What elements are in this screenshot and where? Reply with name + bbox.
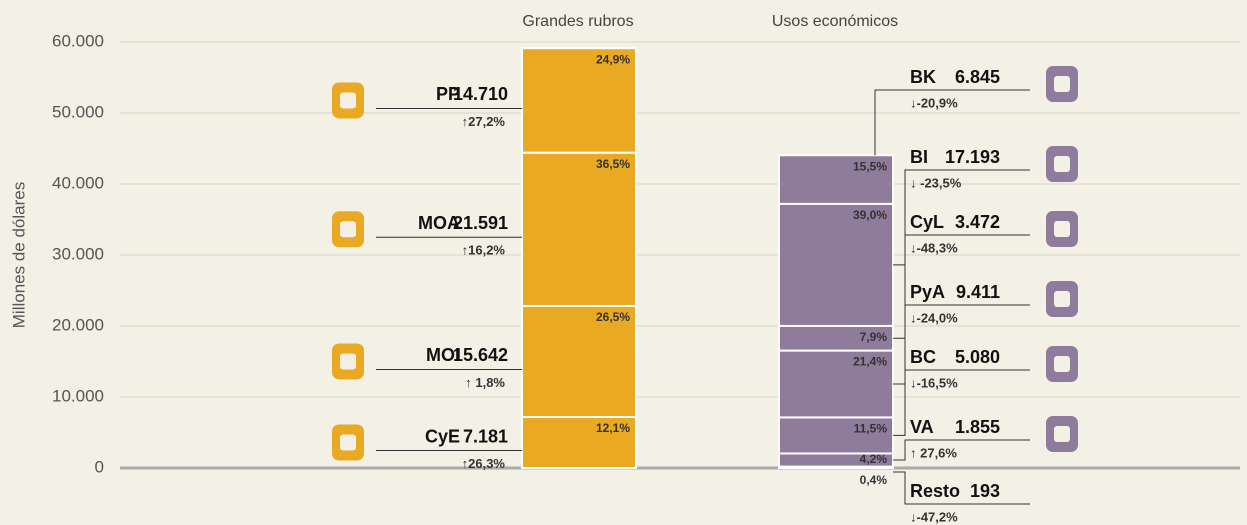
share-label: 26,5% <box>596 310 630 324</box>
icon <box>340 434 356 451</box>
leader <box>874 89 1030 156</box>
column-header: Grandes rubros <box>522 13 633 30</box>
category-label: PyA <box>910 282 945 302</box>
value-label: 6.845 <box>955 67 1000 87</box>
change-label: ↓-24,0% <box>910 310 958 325</box>
category-label: CyE <box>425 426 460 446</box>
segment <box>521 416 637 469</box>
change-label: ↓-48,3% <box>910 240 958 255</box>
change-label: ↑27,2% <box>462 114 506 129</box>
value-label: 15.642 <box>453 345 508 365</box>
category-label: BC <box>910 347 936 367</box>
share-label: 24,9% <box>596 52 630 66</box>
category-label: PP <box>436 84 460 104</box>
y-tick-label: 20.000 <box>52 315 104 334</box>
category-label: Resto <box>910 481 960 501</box>
leader <box>893 169 1030 266</box>
share-label: 7,9% <box>860 330 888 344</box>
change-label: ↓-20,9% <box>910 95 958 110</box>
segment <box>778 154 894 205</box>
share-label: 11,5% <box>854 422 888 436</box>
share-label: 36,5% <box>596 157 630 171</box>
leader <box>893 439 1030 461</box>
category-label: MOI <box>426 345 460 365</box>
value-label: 14.710 <box>453 84 508 104</box>
y-axis-title: Millones de dólares <box>9 182 28 328</box>
segment <box>521 304 637 419</box>
value-label: 21.591 <box>453 213 508 233</box>
change-label: ↑26,3% <box>462 456 506 471</box>
value-label: 17.193 <box>945 147 1000 167</box>
category-label: BI <box>910 147 928 167</box>
category-label: BK <box>910 67 936 87</box>
share-label: 21,4% <box>853 355 887 369</box>
y-tick-label: 0 <box>95 457 104 476</box>
y-tick-label: 30.000 <box>52 244 104 263</box>
change-label: ↑ 1,8% <box>465 375 505 390</box>
change-label: ↓-16,5% <box>910 375 958 390</box>
share-label: 15,5% <box>853 159 887 173</box>
value-label: 5.080 <box>955 347 1000 367</box>
y-tick-label: 60.000 <box>52 31 104 50</box>
leader <box>893 234 1030 339</box>
change-label: ↓ -23,5% <box>910 175 962 190</box>
icon <box>1054 76 1070 92</box>
share-label: 0,4% <box>860 473 888 487</box>
change-label: ↑16,2% <box>462 243 506 258</box>
value-label: 1.855 <box>955 417 1000 437</box>
icon <box>340 92 356 109</box>
y-tick-label: 10.000 <box>52 386 104 405</box>
category-label: VA <box>910 417 934 437</box>
icon <box>340 221 356 238</box>
icon <box>1054 291 1070 307</box>
value-label: 7.181 <box>463 426 508 446</box>
icon <box>1054 221 1070 237</box>
y-tick-label: 50.000 <box>52 102 104 121</box>
leader <box>893 369 1030 436</box>
value-label: 193 <box>970 481 1000 501</box>
value-label: 9.411 <box>956 282 1000 302</box>
column-header: Usos económicos <box>772 13 898 30</box>
change-label: ↑ 27,6% <box>910 445 957 460</box>
leader <box>893 471 1030 505</box>
value-label: 3.472 <box>955 212 1000 232</box>
leader <box>893 304 1030 385</box>
share-label: 4,2% <box>860 452 888 466</box>
y-tick-label: 40.000 <box>52 173 104 192</box>
segment <box>778 202 894 327</box>
category-label: MOA <box>418 213 460 233</box>
icon <box>340 353 356 370</box>
share-label: 12,1% <box>596 421 630 435</box>
category-label: CyL <box>910 212 944 232</box>
segment <box>521 47 637 154</box>
icon <box>1054 426 1070 442</box>
segment <box>521 151 637 307</box>
icon <box>1054 156 1070 172</box>
share-label: 39,0% <box>853 208 887 222</box>
icon <box>1054 356 1070 372</box>
change-label: ↓-47,2% <box>910 509 958 524</box>
